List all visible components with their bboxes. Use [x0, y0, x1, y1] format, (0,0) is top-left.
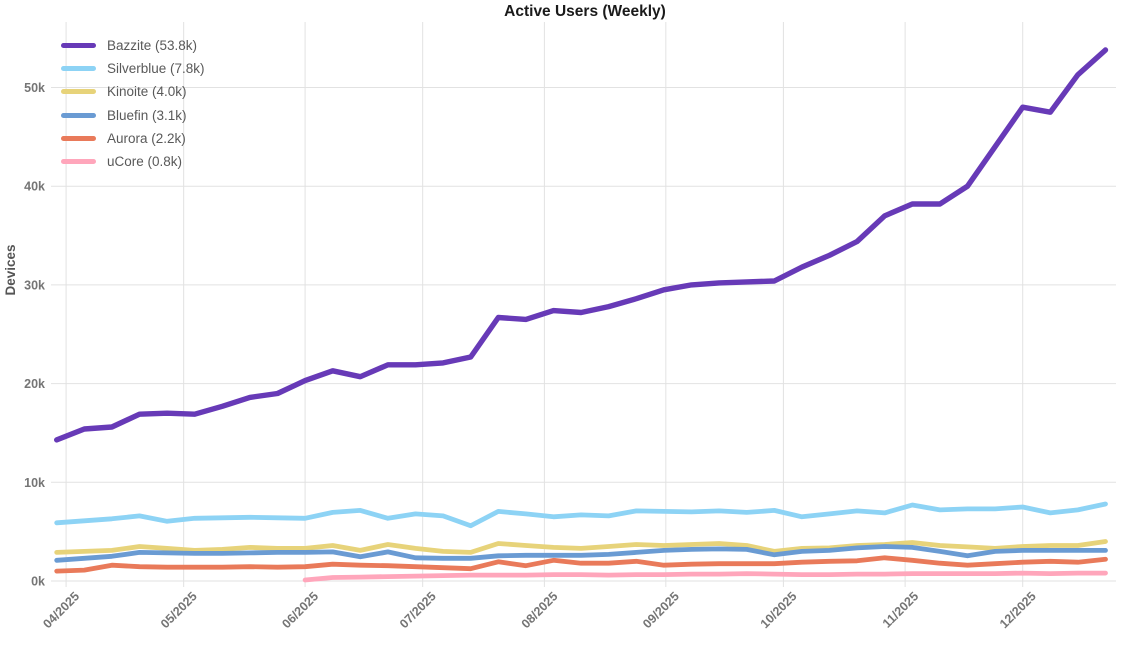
- legend-item-silverblue[interactable]: Silverblue (7.8k): [61, 57, 205, 80]
- legend-label: Kinoite (4.0k): [107, 84, 187, 100]
- legend-swatch: [61, 43, 96, 49]
- x-tick-label: 09/2025: [640, 589, 682, 631]
- y-tick-label: 10k: [24, 476, 45, 490]
- legend-item-ucore[interactable]: uCore (0.8k): [61, 150, 205, 173]
- legend-label: Bazzite (53.8k): [107, 38, 198, 54]
- legend-swatch: [61, 89, 96, 95]
- legend-swatch: [61, 159, 96, 165]
- x-tick-label: 04/2025: [40, 589, 82, 631]
- x-tick-label: 05/2025: [158, 589, 200, 631]
- legend-swatch: [61, 135, 96, 141]
- series-line-silverblue: [54, 501, 1108, 529]
- legend-swatch: [61, 66, 96, 72]
- legend-swatch: [61, 112, 96, 118]
- legend-item-kinoite[interactable]: Kinoite (4.0k): [61, 80, 205, 103]
- y-axis-title: Devices: [3, 244, 18, 295]
- series-lines: [54, 47, 1109, 583]
- series-line-ucore: [302, 570, 1108, 583]
- chart-title: Active Users (Weekly): [504, 3, 666, 20]
- x-tick-label: 10/2025: [758, 589, 800, 631]
- x-tick-label: 11/2025: [880, 589, 921, 630]
- y-tick-label: 40k: [24, 180, 45, 194]
- y-tick-label: 20k: [24, 377, 45, 391]
- legend-item-aurora[interactable]: Aurora (2.2k): [61, 127, 205, 150]
- legend: Bazzite (53.8k) Silverblue (7.8k) Kinoite …: [61, 34, 205, 173]
- x-tick-label: 06/2025: [279, 589, 321, 631]
- series-line-bluefin: [54, 544, 1108, 563]
- legend-item-bluefin[interactable]: Bluefin (3.1k): [61, 104, 205, 127]
- series-line-bazzite: [54, 47, 1109, 443]
- y-tick-label: 0k: [31, 575, 45, 589]
- series-line-aurora: [54, 555, 1108, 574]
- legend-label: Aurora (2.2k): [107, 130, 186, 146]
- y-tick-label: 50k: [24, 81, 45, 95]
- legend-item-bazzite[interactable]: Bazzite (53.8k): [61, 34, 205, 57]
- legend-label: Silverblue (7.8k): [107, 61, 205, 77]
- legend-label: uCore (0.8k): [107, 154, 183, 170]
- y-tick-label: 30k: [24, 278, 45, 292]
- gridlines: [51, 22, 1116, 587]
- x-tick-label: 08/2025: [519, 589, 561, 631]
- x-tick-label: 12/2025: [997, 589, 1039, 631]
- series-line-kinoite: [54, 539, 1108, 555]
- x-tick-label: 07/2025: [397, 589, 439, 631]
- legend-label: Bluefin (3.1k): [107, 107, 187, 123]
